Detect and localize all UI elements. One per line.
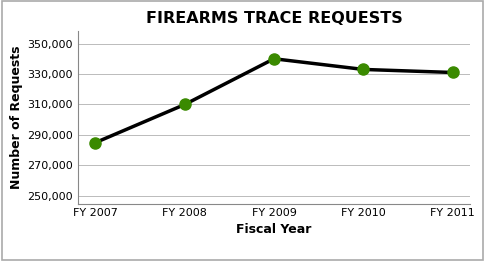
- Y-axis label: Number of Requests: Number of Requests: [10, 46, 23, 189]
- Title: FIREARMS TRACE REQUESTS: FIREARMS TRACE REQUESTS: [145, 11, 402, 26]
- X-axis label: Fiscal Year: Fiscal Year: [236, 223, 311, 236]
